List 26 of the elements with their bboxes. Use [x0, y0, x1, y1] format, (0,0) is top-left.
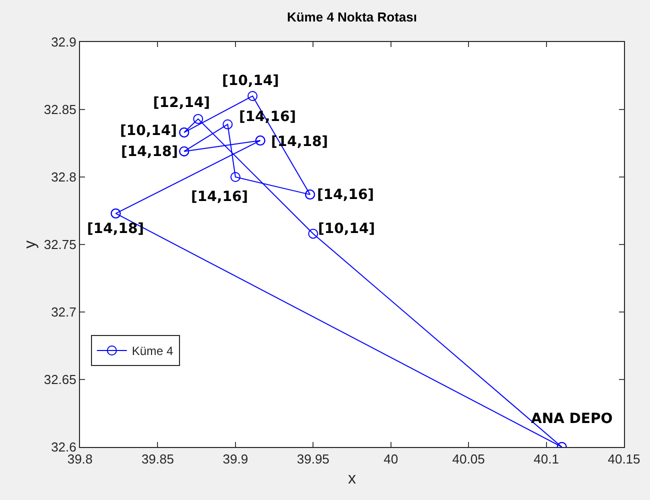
annotation: [10,14] — [120, 123, 178, 139]
chart-title: Küme 4 Nokta Rotası — [286, 10, 418, 25]
x-tick-label: 40 — [384, 452, 398, 467]
x-tick-label: 39.85 — [141, 452, 174, 467]
y-tick-label: 32.9 — [51, 34, 76, 50]
annotation: [12,14] — [153, 95, 210, 111]
legend-label: Küme 4 — [132, 344, 174, 358]
x-axis-title: x — [348, 470, 356, 488]
y-tick-label: 32.8 — [51, 170, 76, 185]
x-tick-label: 40.1 — [534, 452, 559, 467]
x-tick-label: 40.05 — [452, 452, 485, 467]
x-tick-label: 39.9 — [222, 452, 248, 467]
annotation: [14,18] — [87, 221, 144, 237]
annotation: [10,14] — [222, 73, 280, 89]
y-tick-label: 32.75 — [44, 237, 76, 252]
y-axis-title: y — [22, 240, 39, 248]
x-tick-label: 39.95 — [296, 452, 330, 467]
y-tick-label: 32.85 — [44, 102, 76, 118]
annotation: [14,18] — [121, 144, 178, 160]
y-tick-label: 32.7 — [51, 304, 76, 320]
x-tick-label: 40.15 — [608, 452, 640, 467]
annotation: [14,16] — [191, 189, 248, 205]
annotation: [14,16] — [317, 187, 374, 203]
annotation: ANA DEPO — [531, 411, 613, 427]
y-tick-label: 32.65 — [44, 372, 76, 388]
annotation: [10,14] — [318, 221, 376, 237]
